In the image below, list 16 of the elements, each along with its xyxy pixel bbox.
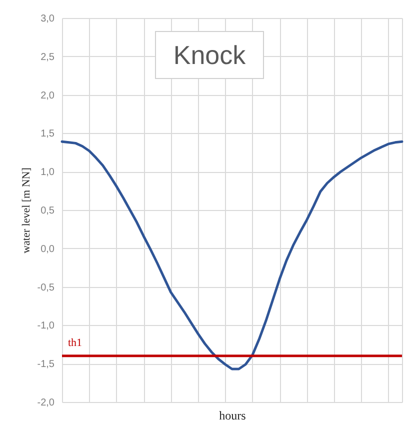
y-tick-label: 0,0 [40,244,55,255]
line-series [60,140,404,370]
y-tick-label: 2,5 [40,52,55,63]
y-axis-title: water level [m NN] [20,168,32,254]
y-tick-label: 0,5 [40,206,55,216]
ref-line-label: th1 [68,336,82,349]
y-tick-label: -0,5 [37,282,55,294]
y-tick-label: 3,0 [40,14,55,24]
x-axis-title: hours [219,408,246,422]
text: Knock [155,31,264,79]
y-tick-label: -1,0 [37,320,55,332]
y-tick-label: 1,5 [40,128,55,140]
y-tick-label: 2,0 [40,90,55,102]
y-tick-label: -1,5 [37,359,55,370]
y-tick-label: 1,0 [40,167,55,178]
y-tick-label: -2,0 [37,398,55,408]
